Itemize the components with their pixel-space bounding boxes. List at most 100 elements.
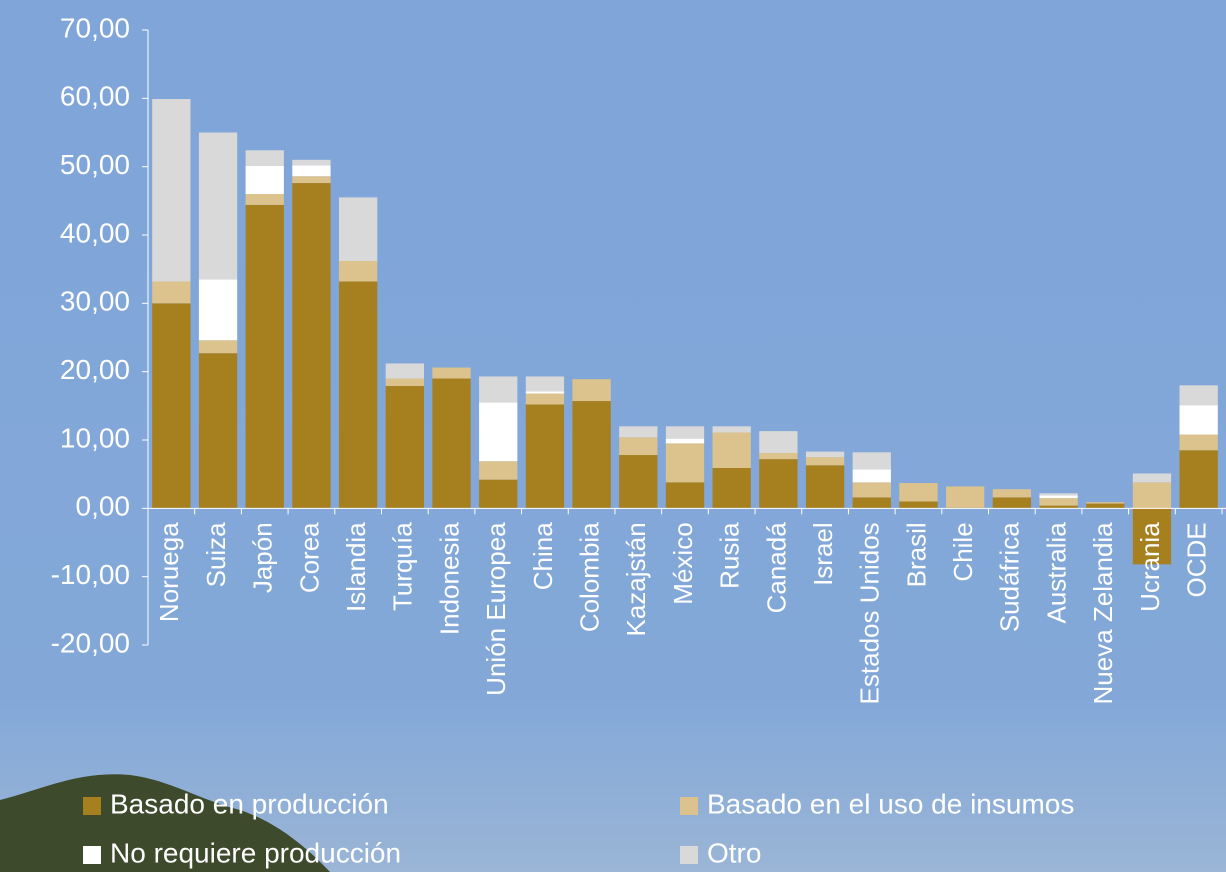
x-tick-label: Canadá [761,522,791,614]
x-tick-label: Australia [1041,522,1071,624]
bar-segment [852,452,891,470]
bar-segment [805,457,845,466]
x-tick-label: Noruega [154,522,184,622]
bar-segment [292,176,331,184]
bar-segment [292,165,331,177]
bar-segment [572,379,611,402]
bar-segment [432,378,471,509]
bar-segment [198,132,238,280]
bar-segment [432,367,471,379]
bar-segment [992,489,1032,498]
x-tick-label: Suiza [201,522,231,588]
bar-segment [1039,498,1078,506]
x-tick-label: Turquía [388,522,418,611]
bar-segment [152,99,191,282]
x-tick-label: Sudáfrica [995,522,1025,632]
bar-segment [619,426,658,438]
bar-segment [385,363,424,379]
bar-segment [852,469,891,483]
bar-segment [852,497,891,509]
bar-segment [152,303,191,509]
x-tick-label: Chile [948,522,978,581]
bar-segment [245,194,284,205]
y-tick-label: -20,00 [51,627,130,658]
bar-segment [525,376,565,392]
legend-label: Otro [707,837,761,868]
y-tick-label: 60,00 [60,81,130,112]
x-tick-label: Unión Europea [481,522,511,696]
bar-segment [385,386,424,509]
legend-swatch [680,846,698,864]
x-tick-label: Estados Unidos [855,522,885,704]
bar-segment [245,150,284,166]
bar-segment [899,483,938,502]
x-tick-label: Rusia [715,522,745,589]
bar-segment [1039,495,1078,499]
bar-segment [292,159,331,166]
bar-segment [479,461,518,480]
bar-segment [619,455,658,509]
y-tick-label: 10,00 [60,422,130,453]
bar-segment [245,204,284,509]
bar-segment [805,465,845,509]
bar-segment [665,443,705,483]
bar-segment [1086,502,1125,504]
bar-segment [1179,405,1218,435]
bar-segment [1132,482,1172,509]
legend-label: No requiere producción [110,837,401,868]
bar-segment [1179,385,1218,406]
bar-segment [1132,473,1172,483]
bar-segment [338,260,378,282]
bar-segment [712,426,751,433]
bar-segment [1039,505,1078,509]
x-tick-label: OCDE [1182,522,1212,597]
bar-segment [759,452,798,460]
bar-segment [759,459,798,509]
bar-segment [852,482,891,498]
background-trees [0,774,330,872]
bar-segment [759,431,798,453]
bar-segment [198,353,238,509]
x-tick-label: Ucrania [1135,522,1165,612]
bar-segment [992,497,1032,509]
bar-segment [245,165,284,194]
bar-segment [525,404,565,509]
x-tick-label: Corea [294,522,324,593]
bar-segment [665,438,705,444]
legend-swatch [680,797,698,815]
x-tick-label: Kazajstán [621,522,651,636]
y-tick-label: 40,00 [60,217,130,248]
bar-segment [292,183,331,509]
bar-segment [198,340,238,354]
x-tick-label: China [528,522,558,590]
x-tick-label: Japón [248,522,278,593]
bar-segment [946,486,985,508]
bar-segment [572,401,611,509]
bar-segment [805,451,845,458]
y-tick-label: -10,00 [51,559,130,590]
bar-segment [152,281,191,304]
bar-segment [479,479,518,509]
bar-segment [665,482,705,509]
y-tick-label: 70,00 [60,12,130,43]
bar-segment [899,501,938,509]
y-tick-label: 30,00 [60,286,130,317]
bar-segment [1179,434,1218,451]
legend-swatch [83,797,101,815]
bar-segment [479,402,518,462]
x-tick-label: Islandia [341,522,371,612]
bar-segment [712,432,751,469]
legend-label: Basado en producción [110,788,389,819]
bar-segment [479,376,518,403]
bar-segment [338,281,378,509]
bar-segment [1132,508,1172,565]
x-tick-label: Brasil [901,522,931,587]
x-tick-label: Nueva Zelandia [1088,522,1118,705]
y-tick-label: 50,00 [60,149,130,180]
bar-segment [712,468,751,509]
x-tick-label: Israel [808,522,838,586]
bar-segment [1179,450,1218,509]
bar-segment [525,391,565,394]
bar-segment [619,437,658,456]
